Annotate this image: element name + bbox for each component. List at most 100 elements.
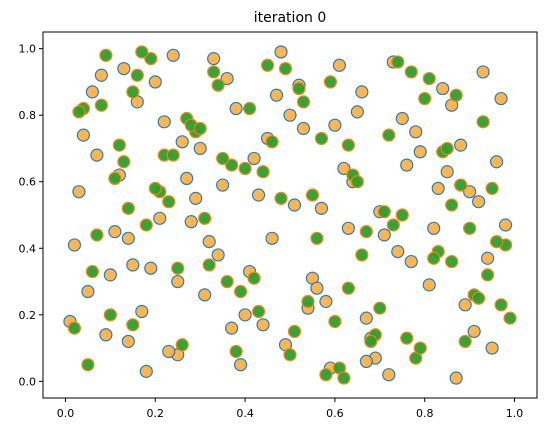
scatter-point xyxy=(238,161,252,176)
scatter-point xyxy=(458,298,472,312)
scatter-point xyxy=(485,341,499,355)
scatter-point xyxy=(148,75,162,89)
x-tick-label: 0.4 xyxy=(236,407,254,420)
scatter-point xyxy=(180,171,194,185)
scatter-point xyxy=(494,298,508,312)
scatter-point xyxy=(373,301,387,315)
scatter-point xyxy=(85,85,100,99)
scatter-point xyxy=(283,348,297,362)
scatter-point xyxy=(247,151,261,166)
scatter-point xyxy=(121,231,135,245)
scatter-point xyxy=(305,188,320,202)
scatter-point xyxy=(274,191,288,205)
scatter-point xyxy=(211,248,225,262)
scatter-point xyxy=(260,58,275,72)
scatter-point xyxy=(467,324,481,339)
scatter-point xyxy=(121,201,135,215)
scatter-point xyxy=(153,211,167,225)
scatter-point xyxy=(350,105,364,119)
scatter-point xyxy=(90,148,104,162)
scatter-point xyxy=(454,178,468,192)
scatter-point xyxy=(99,328,113,342)
scatter-point xyxy=(251,188,266,202)
scatter-point xyxy=(498,218,513,232)
scatter-point xyxy=(323,75,338,89)
scatter-point xyxy=(301,294,315,309)
x-axis-ticks: 0.0 0.2 0.4 0.6 0.8 1.0 xyxy=(57,398,524,420)
scatter-point xyxy=(489,235,504,249)
scatter-point xyxy=(314,131,329,146)
scatter-point xyxy=(220,71,234,86)
scatter-point xyxy=(242,101,257,116)
scatter-point xyxy=(171,261,185,275)
scatter-point xyxy=(144,261,158,275)
scatter-point xyxy=(126,85,140,99)
scatter-point xyxy=(494,91,508,106)
scatter-point xyxy=(400,158,414,172)
scatter-point xyxy=(283,108,297,122)
scatter-point xyxy=(489,155,504,169)
scatter-point xyxy=(449,371,463,385)
scatter-point xyxy=(229,344,243,359)
scatter-point xyxy=(359,225,373,239)
scatter-point xyxy=(391,245,405,259)
scatter-point xyxy=(126,318,140,332)
scatter-point xyxy=(193,141,207,156)
scatter-point xyxy=(355,85,369,99)
scatter-point xyxy=(90,228,104,242)
scatter-point xyxy=(251,304,266,319)
scatter-point xyxy=(341,138,355,152)
scatter-point xyxy=(418,91,432,106)
scatter-point xyxy=(247,271,261,285)
scatter-point xyxy=(391,55,405,69)
scatter-point xyxy=(157,115,171,129)
scatter-point xyxy=(81,284,95,299)
x-tick-label: 1.0 xyxy=(506,407,524,420)
scatter-point xyxy=(189,191,203,205)
scatter-point xyxy=(162,195,176,209)
y-tick-label: 0.0 xyxy=(19,375,37,388)
scatter-point xyxy=(166,148,180,162)
scatter-point xyxy=(274,45,288,59)
scatter-point xyxy=(463,185,477,199)
scatter-point xyxy=(81,358,95,372)
scatter-point xyxy=(350,175,364,189)
scatter-point xyxy=(216,178,230,192)
scatter-point xyxy=(175,338,189,352)
scatter-point xyxy=(413,145,427,159)
scatter-point xyxy=(364,334,378,349)
scatter-point xyxy=(382,368,396,382)
scatter-point xyxy=(162,344,176,359)
scatter-point xyxy=(395,208,409,222)
scatter-point xyxy=(377,228,391,242)
scatter-point xyxy=(108,225,122,239)
scatter-point xyxy=(265,231,279,245)
scatter-point xyxy=(265,135,279,149)
scatter-point xyxy=(382,128,396,142)
scatter-point xyxy=(139,364,153,378)
scatter-point xyxy=(409,125,423,139)
scatter-point xyxy=(422,278,436,292)
scatter-point xyxy=(458,334,472,349)
scatter-point xyxy=(445,254,459,269)
scatter-point xyxy=(310,281,324,295)
scatter-point xyxy=(431,181,445,195)
scatter-point xyxy=(76,128,91,142)
scatter-point xyxy=(144,52,158,66)
scatter-point xyxy=(117,155,131,169)
scatter-point xyxy=(202,235,216,249)
scatter-point xyxy=(85,264,100,279)
scatter-point xyxy=(436,81,450,96)
scatter-point xyxy=(135,45,149,59)
scatter-point xyxy=(207,65,221,79)
scatter-point xyxy=(422,71,436,86)
scatter-point xyxy=(234,284,248,299)
scatter-point xyxy=(99,48,113,62)
scatter-point xyxy=(278,61,293,76)
scatter-point xyxy=(440,165,454,179)
scatter-point xyxy=(310,231,324,245)
scatter-point xyxy=(341,281,355,295)
scatter-point xyxy=(481,251,495,265)
scatter-point xyxy=(359,311,373,325)
